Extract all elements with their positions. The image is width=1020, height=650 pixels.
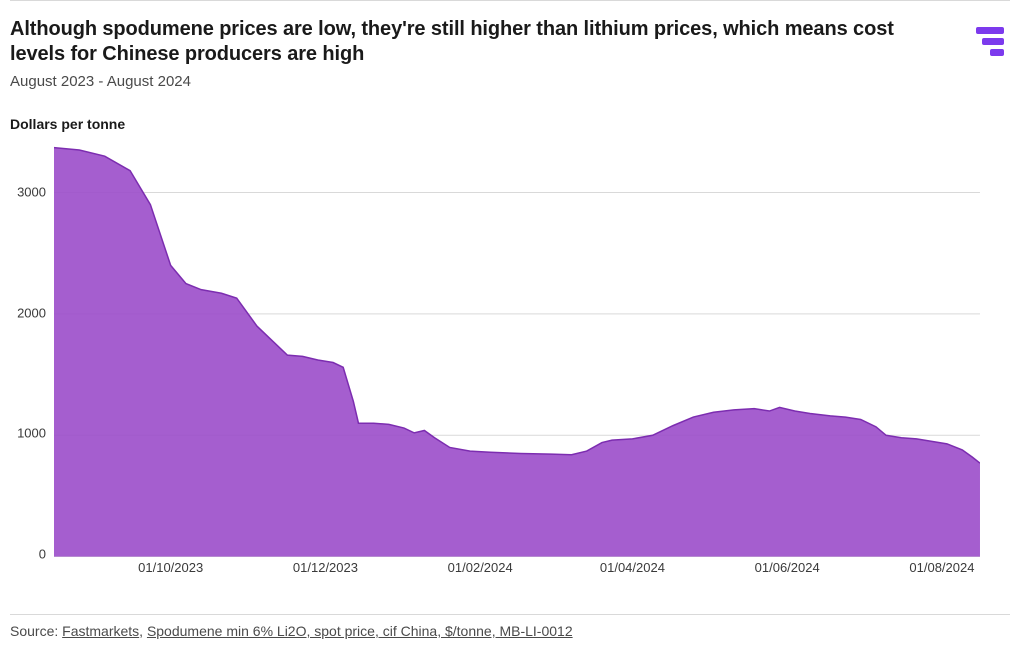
source-link-1[interactable]: Fastmarkets	[62, 623, 139, 639]
y-tick-label: 3000	[17, 185, 54, 200]
chart-title: Although spodumene prices are low, they'…	[10, 17, 910, 67]
source-separator: ,	[139, 623, 147, 639]
source-prefix: Source:	[10, 623, 62, 639]
chart-subtitle: August 2023 - August 2024	[10, 73, 960, 90]
brand-logo-icon	[974, 27, 1004, 66]
x-tick-label: 01/06/2024	[755, 560, 820, 575]
x-tick-label: 01/08/2024	[909, 560, 974, 575]
y-tick-label: 2000	[17, 305, 54, 320]
y-tick-label: 1000	[17, 426, 54, 441]
x-tick-label: 01/04/2024	[600, 560, 665, 575]
source-line: Source: Fastmarkets, Spodumene min 6% Li…	[0, 615, 1020, 639]
chart-header: Although spodumene prices are low, they'…	[0, 1, 1020, 98]
x-tick-label: 01/02/2024	[448, 560, 513, 575]
x-axis-labels: 01/10/2023 01/12/2023 01/02/2024 01/04/2024…	[54, 560, 980, 582]
area-chart: 0100020003000	[54, 144, 980, 554]
source-link-2[interactable]: Spodumene min 6% Li2O, spot price, cif C…	[147, 623, 573, 639]
x-tick-label: 01/12/2023	[293, 560, 358, 575]
y-axis-label: Dollars per tonne	[0, 98, 1020, 132]
y-tick-label: 0	[39, 547, 54, 562]
x-tick-label: 01/10/2023	[138, 560, 203, 575]
chart-footer: Source: Fastmarkets, Spodumene min 6% Li…	[0, 614, 1020, 650]
